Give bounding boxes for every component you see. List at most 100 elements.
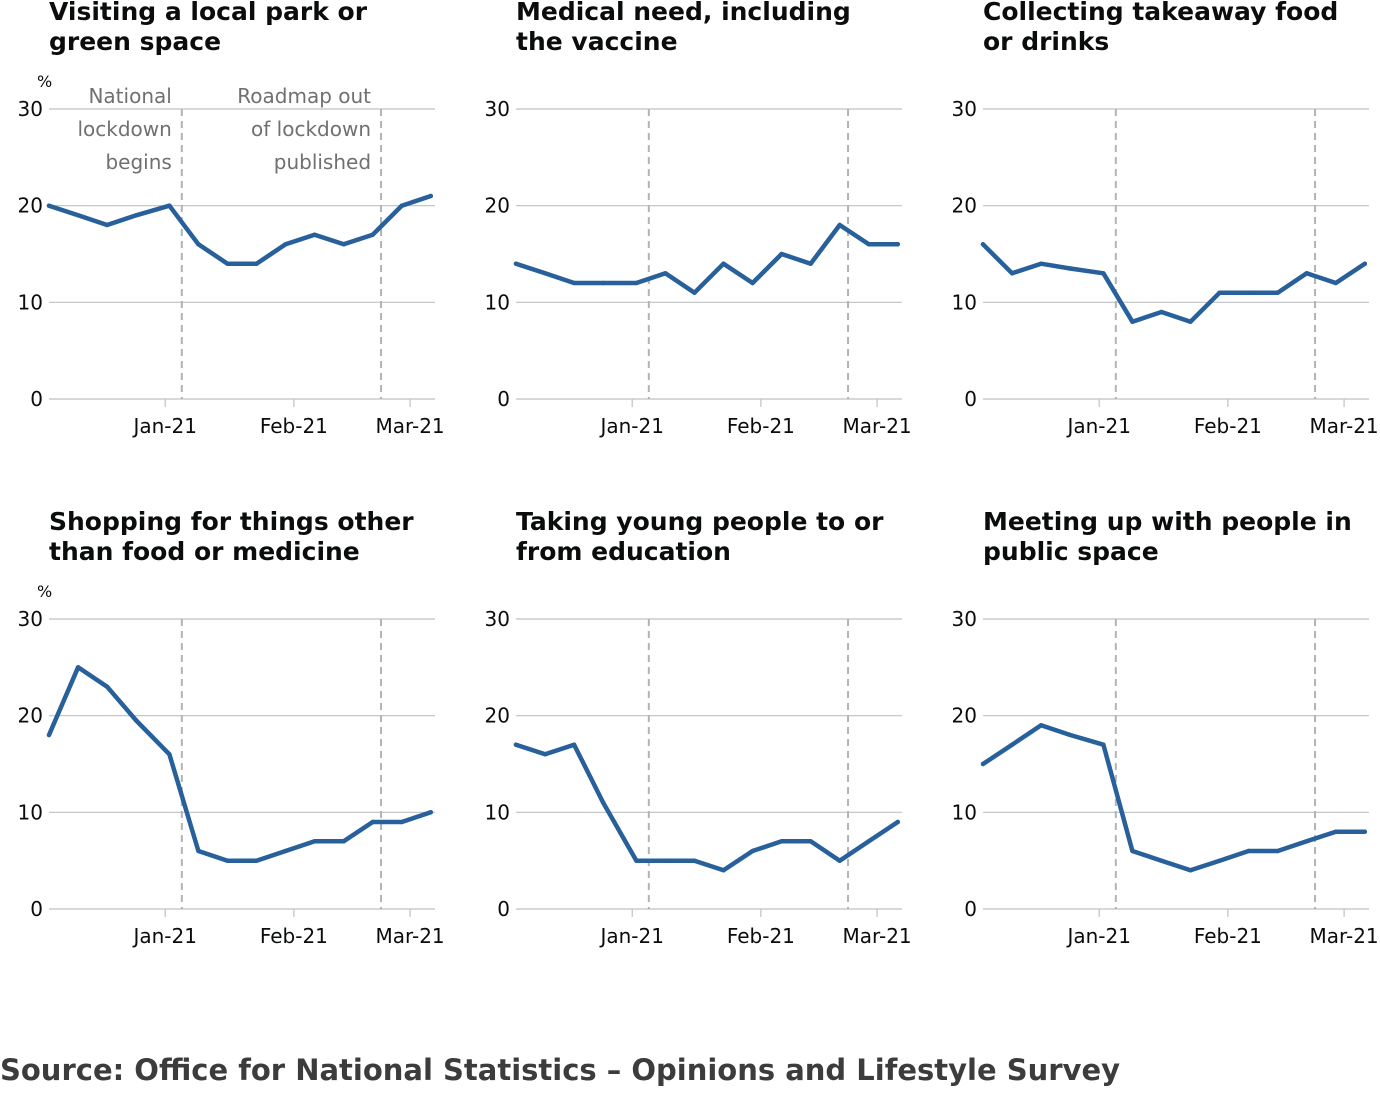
chart-title: Medical need, including <box>516 0 851 26</box>
data-point <box>1188 319 1193 324</box>
data-point <box>399 819 404 825</box>
data-point <box>571 742 577 747</box>
y-tick-label: 10 <box>952 290 977 314</box>
data-point <box>1362 261 1368 266</box>
data-point <box>895 242 900 247</box>
event-annotation: Roadmap out <box>237 84 371 108</box>
x-tick-label: Feb-21 <box>260 924 328 948</box>
y-tick-label: 20 <box>18 704 43 728</box>
source-note: Source: Office for National Statistics –… <box>0 1053 1121 1087</box>
data-point <box>1101 271 1106 276</box>
series-line <box>46 665 434 863</box>
chart-title: the vaccine <box>516 27 678 56</box>
data-point <box>750 848 755 854</box>
x-tick-label: Mar-21 <box>843 924 912 948</box>
chart-title: Meeting up with people in <box>983 507 1352 536</box>
data-point <box>399 203 404 208</box>
chart-title: green space <box>49 27 221 56</box>
data-point <box>1246 290 1251 295</box>
series-line <box>980 723 1368 873</box>
chart-title: public space <box>983 537 1159 566</box>
data-point <box>692 858 697 863</box>
data-point <box>196 242 201 247</box>
data-point <box>46 732 52 738</box>
data-point <box>283 848 288 854</box>
x-tick-label: Mar-21 <box>843 414 912 438</box>
data-point <box>104 222 110 228</box>
data-point <box>601 280 606 286</box>
data-point <box>104 684 110 689</box>
data-point <box>980 242 986 247</box>
data-point <box>46 203 52 208</box>
data-point <box>721 261 726 266</box>
y-tick-label: 0 <box>964 387 977 411</box>
y-tick-label: 20 <box>18 194 43 218</box>
data-point <box>1130 319 1135 324</box>
y-tick-label: 10 <box>18 290 43 314</box>
data-point <box>866 839 871 844</box>
series-line <box>513 742 901 873</box>
data-point <box>513 742 519 747</box>
event-annotation: begins <box>105 150 171 174</box>
data-point <box>196 848 201 854</box>
data-point <box>1246 848 1251 854</box>
data-point <box>134 718 139 723</box>
data-point <box>370 819 375 825</box>
data-point <box>1159 309 1164 315</box>
data-point <box>601 800 606 805</box>
data-point <box>1038 723 1044 728</box>
chart-title: Taking young people to or <box>516 507 884 536</box>
data-point <box>1101 742 1106 747</box>
chart-title: than food or medicine <box>49 537 360 566</box>
data-point <box>1038 261 1044 266</box>
data-point <box>750 280 755 286</box>
event-annotation: National <box>88 84 171 108</box>
series-line <box>46 193 434 266</box>
y-tick-label: 30 <box>18 97 43 121</box>
y-tick-label: 30 <box>952 607 977 631</box>
y-tick-label: 30 <box>485 607 510 631</box>
data-point <box>341 839 346 844</box>
data-point <box>254 858 259 863</box>
data-point <box>1275 290 1280 295</box>
y-tick-label: 20 <box>485 194 510 218</box>
chart-title: or drinks <box>983 27 1109 56</box>
y-tick-label: 0 <box>964 897 977 921</box>
data-point <box>1217 858 1222 863</box>
data-point <box>1159 858 1164 863</box>
x-tick-label: Feb-21 <box>727 924 795 948</box>
y-tick-label: 30 <box>18 607 43 631</box>
data-point <box>634 858 639 863</box>
y-tick-label: 0 <box>30 897 43 921</box>
x-tick-label: Feb-21 <box>727 414 795 438</box>
chart-title: Shopping for things other <box>49 507 414 536</box>
y-tick-label: 20 <box>485 704 510 728</box>
x-tick-label: Jan-21 <box>131 924 197 948</box>
data-point <box>1217 290 1222 295</box>
data-point <box>692 290 697 295</box>
series-line <box>980 242 1368 324</box>
data-point <box>1333 829 1339 834</box>
data-point <box>1304 839 1309 844</box>
y-axis-unit: % <box>37 72 52 91</box>
event-annotation: lockdown <box>77 117 171 141</box>
data-point <box>779 251 784 257</box>
data-point <box>1275 848 1280 854</box>
data-point <box>428 810 433 815</box>
data-point <box>225 858 230 863</box>
data-point <box>312 232 317 237</box>
y-tick-label: 10 <box>952 800 977 824</box>
data-point <box>75 213 81 218</box>
x-tick-label: Jan-21 <box>1065 924 1131 948</box>
y-tick-label: 20 <box>952 704 977 728</box>
data-point <box>1068 732 1073 738</box>
data-point <box>254 261 259 266</box>
data-point <box>1009 271 1015 276</box>
data-point <box>1362 829 1368 834</box>
data-point <box>341 242 346 247</box>
